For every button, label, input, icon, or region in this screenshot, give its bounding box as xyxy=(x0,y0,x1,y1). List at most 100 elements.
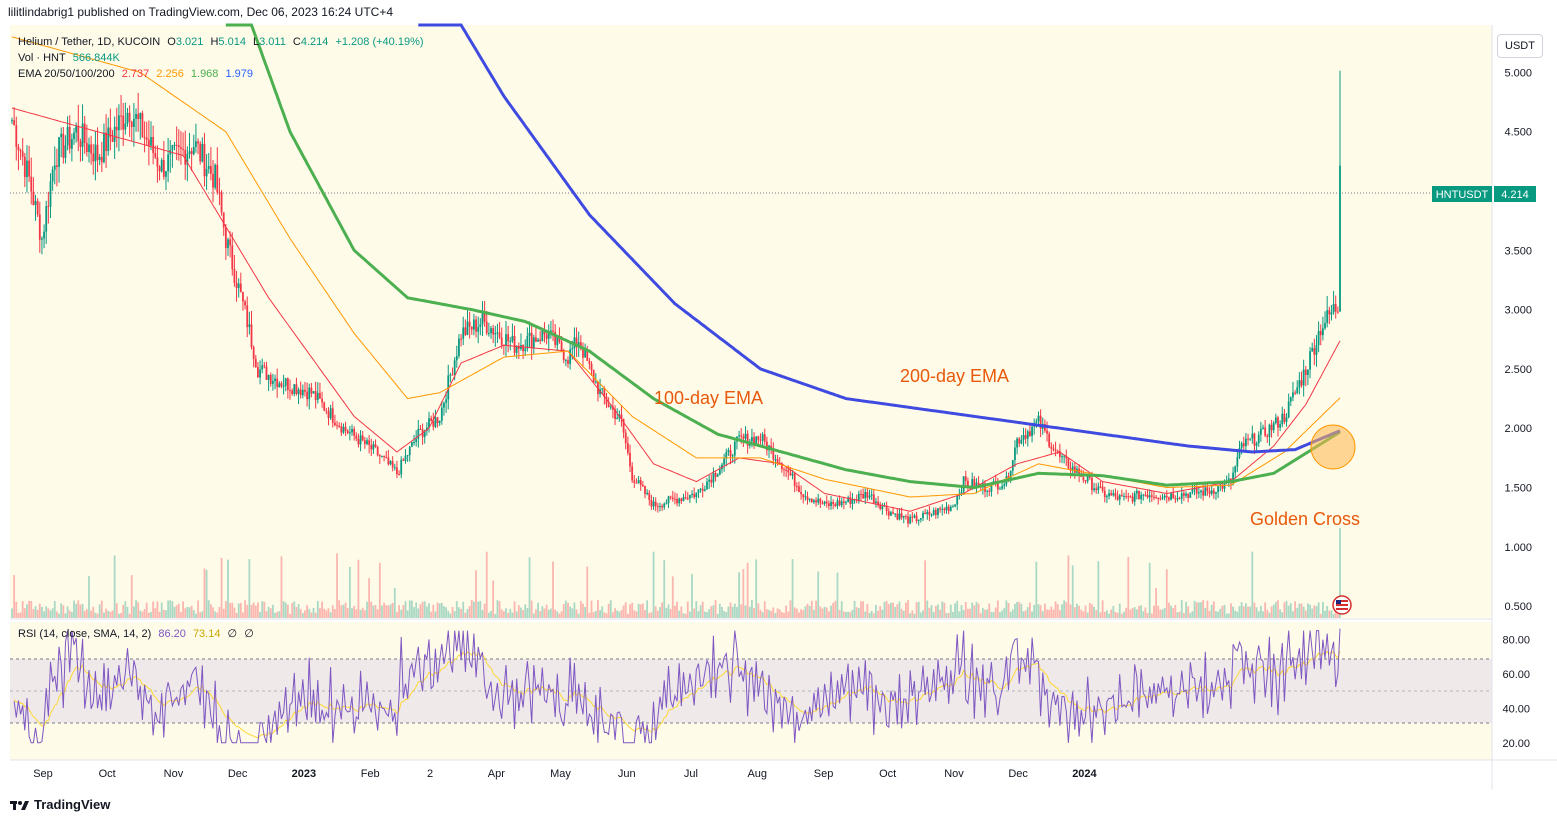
volume-bar xyxy=(103,612,105,618)
candle-body xyxy=(622,418,625,433)
candle-body xyxy=(620,414,623,419)
candle-body xyxy=(257,367,259,378)
volume-bar xyxy=(729,602,732,618)
candle-body xyxy=(701,488,704,491)
volume-bar xyxy=(721,606,723,618)
x-tick-label: Sep xyxy=(814,768,834,780)
x-tick-label: Sep xyxy=(33,768,53,780)
volume-bar xyxy=(1247,606,1249,618)
candle-body xyxy=(1159,498,1162,500)
volume-bar xyxy=(1153,605,1155,618)
volume-bar xyxy=(304,610,306,618)
legend-o-label: O xyxy=(167,36,176,48)
candle-body xyxy=(150,137,152,146)
volume-bar xyxy=(1200,602,1202,618)
volume-bar xyxy=(1227,613,1230,618)
volume-bar xyxy=(1084,605,1087,618)
tradingview-logo[interactable]: TradingView xyxy=(10,797,110,812)
candle-body xyxy=(1101,486,1104,491)
candle-body xyxy=(1274,417,1277,423)
candle-body xyxy=(490,328,492,334)
volume-bar xyxy=(714,600,717,618)
candle-body xyxy=(417,428,420,439)
legend-c-label: C xyxy=(292,36,301,48)
volume-bar xyxy=(1215,611,1217,618)
candle-body xyxy=(528,332,531,337)
volume-bar xyxy=(316,600,319,618)
volume-bar xyxy=(678,610,681,618)
candle-body xyxy=(1298,380,1301,388)
candle-body xyxy=(1227,478,1230,482)
volume-bar xyxy=(787,611,790,618)
volume-bar xyxy=(994,607,997,618)
volume-bar xyxy=(1110,609,1113,618)
volume-bar xyxy=(47,608,50,618)
volume-bar xyxy=(1058,610,1061,618)
volume-bar xyxy=(261,601,264,618)
candle-body xyxy=(1257,434,1260,444)
legend-rsi: RSI (14, close, SMA, 14, 2) 86.20 73.14 … xyxy=(18,627,258,640)
volume-bar xyxy=(1311,608,1314,618)
volume-bar xyxy=(167,600,170,618)
volume-bar xyxy=(1195,602,1198,618)
volume-bar xyxy=(913,613,916,618)
volume-bar xyxy=(731,606,734,618)
candle-body xyxy=(952,506,954,508)
candle-body xyxy=(729,450,732,457)
volume-bar xyxy=(462,601,465,618)
volume-bar xyxy=(1319,613,1322,618)
candle-body xyxy=(195,141,197,147)
candle-body xyxy=(601,388,604,390)
volume-bar xyxy=(1210,604,1213,618)
volume-bar xyxy=(1095,610,1098,618)
volume-bar xyxy=(691,574,693,618)
candle-body xyxy=(731,455,734,457)
volume-bar xyxy=(575,609,578,618)
candle-body xyxy=(1108,493,1110,497)
volume-bar xyxy=(498,601,501,618)
candle-body xyxy=(423,430,426,437)
volume-bar xyxy=(883,601,886,618)
candle-body xyxy=(1206,487,1209,492)
x-tick-label: Dec xyxy=(228,768,248,780)
candle-body xyxy=(1050,446,1053,449)
candle-body xyxy=(359,435,362,445)
candle-body xyxy=(639,479,642,485)
candle-body xyxy=(674,498,676,500)
candle-body xyxy=(1011,460,1014,471)
volume-bar xyxy=(464,612,467,618)
candle-body xyxy=(120,115,122,117)
line-ema20 xyxy=(11,107,1341,512)
volume-bar xyxy=(1279,609,1282,618)
volume-bar xyxy=(306,605,309,618)
candle-body xyxy=(552,330,554,332)
volume-bar xyxy=(1106,610,1108,618)
candle-body xyxy=(746,433,749,446)
volume-bar xyxy=(682,613,685,618)
volume-bar xyxy=(310,612,313,618)
candle-body xyxy=(703,489,706,491)
volume-bar xyxy=(864,611,867,618)
volume-bar xyxy=(639,604,642,618)
volume-bar xyxy=(1294,601,1296,618)
candle-body xyxy=(646,492,649,494)
candle-body xyxy=(334,422,336,426)
golden-cross-marker xyxy=(1310,424,1356,470)
candle-body xyxy=(297,389,300,395)
volume-bar xyxy=(340,605,343,618)
volume-bar xyxy=(1180,600,1183,618)
currency-button[interactable]: USDT xyxy=(1497,34,1543,58)
volume-bar xyxy=(477,601,480,618)
candle-body xyxy=(680,498,683,502)
candle-body xyxy=(312,391,315,394)
volume-bar xyxy=(659,607,661,618)
x-tick-label: Apr xyxy=(488,768,505,780)
candle-body xyxy=(231,245,234,270)
candle-body xyxy=(671,497,674,499)
candle-body xyxy=(898,513,901,520)
candle-body xyxy=(904,516,907,518)
volume-bar xyxy=(197,600,199,618)
volume-bar xyxy=(693,608,696,618)
candle-body xyxy=(1052,448,1055,450)
volume-bar xyxy=(85,609,88,618)
